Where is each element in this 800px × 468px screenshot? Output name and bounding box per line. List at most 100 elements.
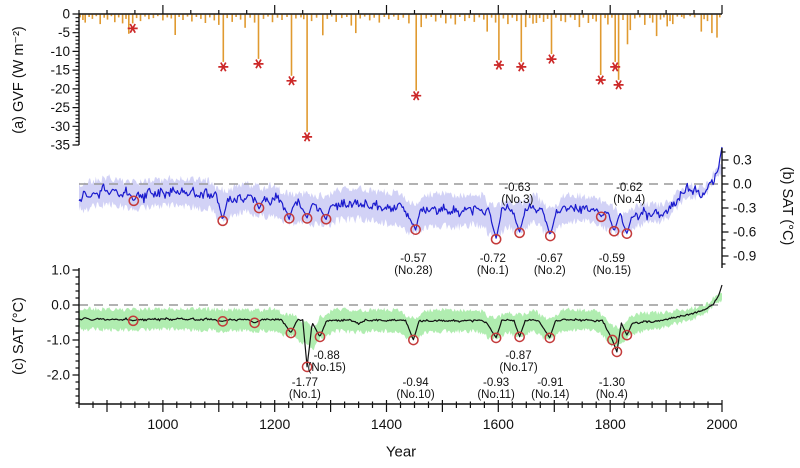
sat-c-annotation-value: -1.30 — [599, 377, 625, 389]
sat-b-annotation-value: -0.63 — [504, 182, 530, 194]
sat-c-uncertainty-band — [79, 292, 722, 351]
x-axis-tick-label: 1400 — [371, 416, 402, 432]
volcanic-event-asterisk — [253, 59, 264, 69]
sat-b-annotation-value: -0.67 — [537, 253, 563, 265]
sat-b-annotation-value: -0.72 — [480, 253, 506, 265]
sat-b-annotation-number: (No.1) — [477, 265, 509, 277]
volcanic-event-asterisk — [302, 132, 313, 142]
y-axis-gvf-tick-label: -25 — [50, 100, 70, 115]
sat-b-event-circle — [217, 215, 229, 227]
sat-b-event-circle — [128, 195, 140, 207]
volcanic-event-asterisk — [411, 90, 422, 101]
sat-c-event-circle — [490, 332, 502, 344]
volcanic-event-asterisk — [127, 23, 138, 34]
sat-b-event-circle — [253, 202, 265, 214]
y-axis-sat-c-tick-label: 1.0 — [51, 263, 70, 278]
sat-c-event-circle — [314, 331, 326, 343]
y-axis-gvf-ticks — [72, 13, 79, 146]
y-axis-gvf-tick-label: -5 — [58, 25, 70, 40]
x-axis-tick-label: 1800 — [595, 416, 626, 432]
sat-c-annotation-value: -0.91 — [537, 377, 563, 389]
sat-c-annotation-number: (No.14) — [531, 389, 570, 401]
sat-c-event-circle — [408, 334, 419, 346]
y-axis-sat-c-tick-label: 0.0 — [51, 298, 70, 313]
volcanic-event-asterisk — [493, 60, 504, 70]
sat-c-series-line — [79, 284, 723, 368]
sat-b-event-circle — [301, 213, 313, 224]
y-axis-label-gvf: (a) GVF (W m⁻²) — [11, 26, 27, 134]
sat-c-annotation-value: -0.94 — [402, 377, 429, 389]
y-axis-sat-c-tick-label: -2.0 — [47, 368, 70, 383]
sat-c-event-circle — [621, 329, 633, 341]
y-axis-gvf-tick-label: 0 — [62, 7, 70, 22]
x-axis-tick-label: 1600 — [483, 416, 514, 432]
volcanic-event-asterisk — [613, 80, 624, 90]
sat-c-event-circle — [611, 346, 623, 358]
sat-b-annotation-number: (No.15) — [593, 265, 632, 277]
sat-c-annotation-value: -0.88 — [314, 350, 340, 362]
x-axis-tick-label: 2000 — [706, 416, 737, 432]
y-axis-sat-b-tick-label: 0.3 — [733, 153, 752, 168]
sat-c-event-circle — [217, 316, 229, 327]
sat-b-annotation-value: -0.62 — [616, 182, 642, 194]
y-axis-label-sat-b: (b) SAT (°C) — [779, 166, 795, 246]
sat-b-event-circle — [490, 233, 502, 245]
sat-c-event-circle — [301, 361, 313, 373]
sat-b-annotation-number: (No.3) — [501, 194, 533, 206]
sat-b-annotation-value: -0.57 — [400, 253, 426, 265]
sat-b-annotation-value: -0.59 — [599, 253, 625, 265]
sat-b-event-circle — [320, 213, 332, 225]
volcanic-event-asterisk — [286, 75, 297, 86]
sat-c-annotation-value: -0.93 — [483, 377, 509, 389]
sat-b-event-circle — [608, 225, 620, 237]
sat-c-annotation-number: (No.10) — [396, 389, 435, 401]
sat-c-annotation-number: (No.4) — [596, 389, 628, 401]
y-axis-sat-b-tick-label: -0.9 — [733, 249, 756, 264]
sat-c-annotation-value: -1.77 — [292, 377, 318, 389]
sat-c-event-circle — [127, 315, 139, 327]
sat-c-event-circle — [285, 327, 297, 339]
sat-b-event-circle — [595, 211, 607, 223]
sat-b-event-circle — [621, 228, 633, 239]
sat-c-event-circle — [607, 334, 618, 346]
y-axis-sat-b-tick-label: -0.6 — [733, 225, 756, 240]
volcanic-event-asterisk — [218, 62, 229, 72]
y-axis-sat-c-ticks — [72, 269, 79, 404]
sat-b-event-circle — [283, 213, 295, 224]
sat-c-event-circle — [514, 331, 525, 343]
sat-b-annotation-number: (No.2) — [534, 265, 566, 277]
volcanic-event-asterisk — [610, 62, 621, 72]
sat-b-event-circle — [410, 224, 421, 235]
sat-c-event-circle — [544, 332, 556, 344]
y-axis-gvf-tick-label: -10 — [50, 44, 70, 59]
sat-b-annotation-number: (No.4) — [613, 194, 645, 206]
x-axis-bottom-ticks — [78, 400, 723, 412]
y-axis-sat-b-tick-label: 0.0 — [733, 177, 752, 192]
sat-c-annotation-value: -0.87 — [505, 350, 531, 362]
sat-b-event-circle — [544, 230, 556, 242]
y-axis-gvf-tick-label: -15 — [50, 63, 70, 78]
sat-c-annotation-number: (No.15) — [308, 362, 347, 374]
sat-b-event-circle — [514, 227, 525, 239]
y-axis-gvf-tick-label: -30 — [50, 119, 70, 134]
sat-c-annotation-number: (No.11) — [477, 389, 515, 401]
x-axis-top-ticks — [78, 5, 723, 14]
sat-b-uncertainty-band — [79, 164, 722, 239]
volcanic-event-asterisk — [595, 75, 606, 85]
y-axis-sat-c-tick-label: -1.0 — [47, 333, 70, 348]
sat-c-annotation-number: (No.17) — [499, 362, 538, 374]
sat-b-series-line — [78, 146, 723, 239]
sat-c-annotation-number: (No.1) — [289, 389, 321, 401]
x-axis-tick-label: 1000 — [147, 416, 178, 432]
y-axis-gvf-tick-label: -20 — [50, 81, 70, 96]
x-axis-label: Year — [385, 443, 417, 461]
y-axis-sat-b-tick-label: -0.3 — [733, 201, 756, 216]
y-axis-label-sat-c: (c) SAT (°C) — [11, 297, 27, 375]
y-axis-sat-b-ticks — [722, 151, 729, 265]
y-axis-gvf-tick-label: -35 — [50, 138, 70, 153]
volcanic-event-asterisk — [516, 62, 527, 72]
sat-c-event-circle — [249, 317, 260, 329]
x-axis-tick-label: 1200 — [259, 416, 290, 432]
